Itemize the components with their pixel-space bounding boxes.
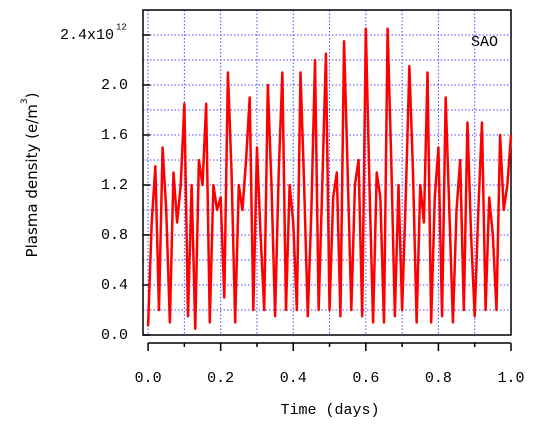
y-axis-title-text: Plasma density (e/m [23, 104, 41, 257]
data-line [146, 27, 513, 330]
y-axis-title-end: ) [23, 93, 41, 99]
annotation: SAO [471, 34, 498, 51]
y-tick-label: 0.0 [101, 327, 128, 344]
x-tick-label: 0.2 [207, 370, 234, 387]
y-tick-label: 2.4x10 [60, 27, 114, 44]
y-tick-label: 0.4 [101, 277, 128, 294]
y-tick-exponent: 12 [116, 22, 127, 32]
x-tick-label: 0.8 [425, 370, 452, 387]
x-tick-label: 1.0 [497, 370, 524, 387]
y-tick-label: 0.8 [101, 227, 128, 244]
y-tick-label: 1.2 [101, 177, 128, 194]
x-tick-label: 0.4 [280, 370, 307, 387]
y-axis-title-exponent: 3 [20, 98, 30, 104]
x-axis-title: Time (days) [280, 402, 379, 419]
x-tick-label: 0.6 [352, 370, 379, 387]
y-axis-title: Plasma density (e/m3) [20, 93, 41, 258]
x-tick-label: 0.0 [135, 370, 162, 387]
y-tick-label: 1.6 [101, 127, 128, 144]
plot-frame [142, 9, 512, 336]
y-tick-label: 2.0 [101, 77, 128, 94]
